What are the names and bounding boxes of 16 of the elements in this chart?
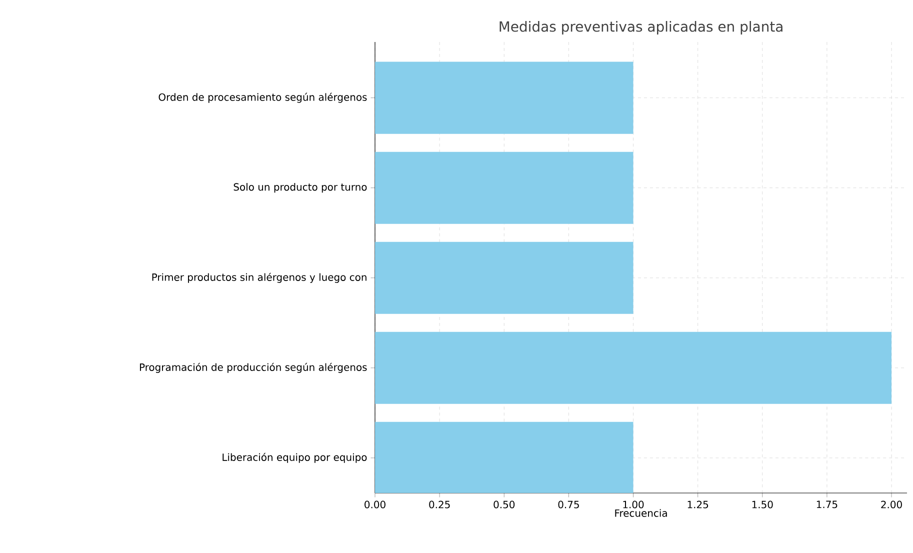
y-tick-label: Solo un producto por turno xyxy=(234,183,367,193)
y-tick-label: Primer productos sin alérgenos y luego con xyxy=(152,272,366,283)
y-tick-label: Liberación equipo por equipo xyxy=(222,452,367,463)
x-tick-label: 1.25 xyxy=(688,500,708,508)
y-tick-label: Programación de producción según alérgenos xyxy=(140,362,367,373)
x-tick-label: 0.00 xyxy=(364,500,386,508)
x-tick-label: 0.25 xyxy=(429,500,450,508)
y-tick-label: Orden de procesamiento según alérgenos xyxy=(158,92,367,103)
x-tick-label: 1.50 xyxy=(752,500,773,508)
x-tick-label: 0.50 xyxy=(494,500,515,508)
x-tick-label: 1.00 xyxy=(623,500,644,508)
x-axis-title: Frecuencia xyxy=(615,509,667,517)
x-tick-label: 2.00 xyxy=(881,500,902,508)
x-tick-label: 0.75 xyxy=(558,500,579,508)
x-tick-label: 1.75 xyxy=(816,500,838,508)
chart-title: Medidas preventivas aplicadas en planta xyxy=(500,21,782,35)
